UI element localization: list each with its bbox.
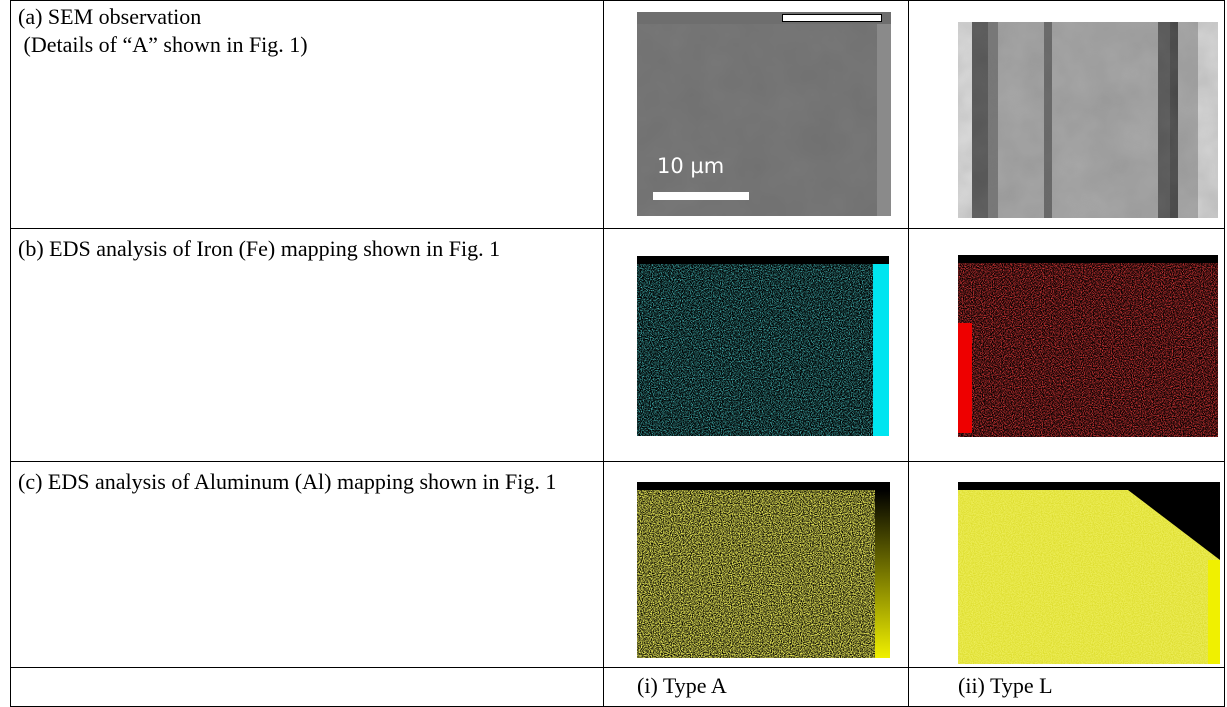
row-label: (c) EDS analysis of Aluminum (Al) mappin…: [18, 469, 586, 495]
row-label-line: (a) SEM observation: [18, 4, 201, 30]
eds-al-map: [637, 482, 890, 658]
texture: [958, 22, 1218, 218]
scale-marker: [782, 14, 882, 22]
cell: [10, 228, 604, 462]
column-label: (ii) Type L: [958, 673, 1053, 699]
eds-al-map: [958, 482, 1220, 664]
sem-image: 10 µm: [637, 12, 891, 216]
texture: [958, 490, 1220, 664]
texture: [958, 263, 1218, 437]
texture: [637, 264, 889, 436]
texture: [637, 490, 890, 658]
row-label-line: (Details of “A” shown in Fig. 1): [18, 32, 308, 58]
sem-image: [958, 10, 1218, 218]
scale-label: 10 µm: [657, 154, 724, 178]
column-label: (i) Type A: [637, 673, 727, 699]
eds-fe-map: [958, 255, 1218, 437]
row-label: (b) EDS analysis of Iron (Fe) mapping sh…: [18, 236, 586, 262]
page: (a) SEM observation (Details of “A” show…: [0, 0, 1227, 707]
scale-bar: [653, 192, 749, 200]
eds-fe-map: [637, 256, 889, 436]
texture: [637, 24, 891, 216]
cell: [908, 667, 1225, 707]
cell: [10, 667, 604, 707]
